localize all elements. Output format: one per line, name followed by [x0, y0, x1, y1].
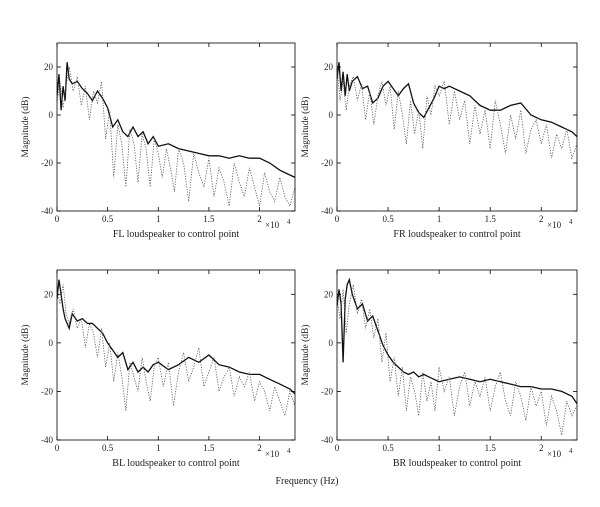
x-multiplier: ×10	[265, 220, 280, 230]
x-exponent: 4	[287, 218, 291, 226]
solid-series-line	[337, 62, 577, 138]
y-tick-label: 20	[324, 62, 334, 72]
panel-caption: FR loudspeaker to control point	[393, 229, 520, 240]
panel-2: 0 0.5 1 1.5 2 20 0 -20 -40 ×10 4 Magnitude (dB) FR l…	[300, 42, 578, 240]
y-tick-label: -40	[321, 206, 333, 216]
dotted-series-line	[57, 66, 295, 208]
axes-frame	[56, 269, 296, 441]
y-tick-label: 20	[44, 289, 54, 299]
panel-4: 0 0.5 1 1.5 2 20 0 -20 -40 ×10 4 Magnitude (dB) BR l…	[300, 269, 578, 469]
axes-frame	[336, 269, 578, 441]
panel-3: 0 0.5 1 1.5 2 20 0 -20 -40 ×10 4 Magnitude (dB) BL l…	[20, 269, 296, 469]
axes-frame	[56, 42, 296, 212]
x-tick-label: 2	[257, 443, 262, 453]
x-tick-label: 0.5	[382, 214, 394, 224]
x-tick-label: 1	[156, 214, 161, 224]
solid-series-line	[57, 62, 295, 178]
dotted-series-line	[57, 284, 295, 418]
x-tick-label: 2	[539, 214, 544, 224]
x-tick-label: 2	[539, 443, 544, 453]
dotted-series-line	[337, 66, 577, 160]
x-multiplier: ×10	[547, 449, 562, 459]
y-tick-label: -20	[41, 158, 53, 168]
y-tick-label: 0	[49, 338, 54, 348]
x-exponent: 4	[287, 447, 291, 455]
x-exponent: 4	[569, 447, 573, 455]
y-tick-label: 0	[329, 338, 334, 348]
x-tick-label: 0	[55, 443, 60, 453]
y-tick-label: -20	[41, 386, 53, 396]
shared-xlabel: Frequency (Hz)	[275, 476, 338, 487]
solid-series-line	[57, 279, 295, 395]
x-tick-label: 0	[55, 214, 60, 224]
y-tick-label: 20	[44, 62, 54, 72]
axes-frame	[336, 42, 578, 212]
panel-1: 0 0.5 1 1.5 2 20 0 -20 -40 ×10 4 Magnitude (dB) FL l…	[20, 42, 296, 240]
y-tick-label: 0	[329, 110, 334, 120]
x-tick-label: 0.5	[102, 214, 114, 224]
y-tick-label: 20	[324, 289, 334, 299]
x-multiplier: ×10	[547, 220, 562, 230]
y-tick-label: -40	[41, 435, 53, 445]
dotted-series-line	[337, 284, 577, 436]
y-axis-label: Magnitude (dB)	[300, 325, 311, 386]
x-tick-label: 1.5	[203, 214, 215, 224]
x-tick-label: 1	[437, 443, 442, 453]
panel-caption: BL loudspeaker to control point	[112, 458, 240, 469]
y-tick-label: -20	[321, 158, 333, 168]
x-tick-label: 2	[257, 214, 262, 224]
x-tick-label: 1.5	[485, 443, 497, 453]
x-exponent: 4	[569, 218, 573, 226]
panel-caption: FL loudspeaker to control point	[113, 229, 239, 240]
y-tick-label: -40	[41, 206, 53, 216]
y-tick-label: -20	[321, 386, 333, 396]
y-axis-label: Magnitude (dB)	[20, 325, 31, 386]
solid-series-line	[337, 277, 577, 404]
y-axis-label: Magnitude (dB)	[20, 97, 31, 158]
x-multiplier: ×10	[265, 449, 280, 459]
x-tick-label: 0	[335, 214, 340, 224]
panel-caption: BR loudspeaker to control point	[393, 458, 522, 469]
x-tick-label: 0	[335, 443, 340, 453]
x-tick-label: 1	[156, 443, 161, 453]
y-tick-label: 0	[49, 110, 54, 120]
x-tick-label: 0.5	[382, 443, 394, 453]
x-tick-label: 1.5	[485, 214, 497, 224]
x-tick-label: 1	[437, 214, 442, 224]
y-axis-label: Magnitude (dB)	[300, 97, 311, 158]
x-tick-label: 1.5	[203, 443, 215, 453]
x-tick-label: 0.5	[102, 443, 114, 453]
y-tick-label: -40	[321, 435, 333, 445]
